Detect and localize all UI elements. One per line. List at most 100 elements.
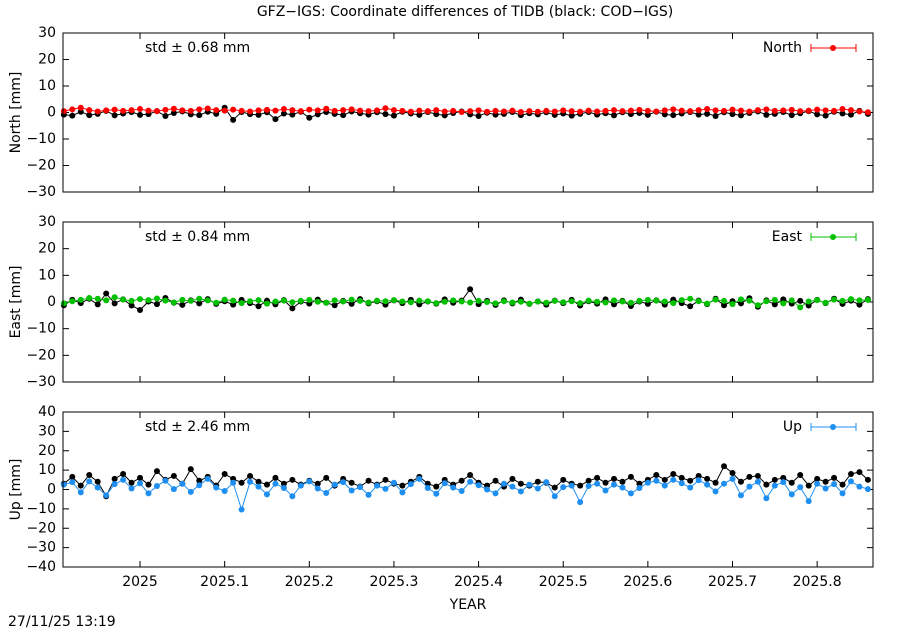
data-point [627, 107, 634, 114]
data-point [492, 490, 499, 497]
data-point [153, 108, 160, 115]
data-point [602, 107, 609, 114]
data-point [695, 472, 702, 479]
data-point [458, 477, 465, 484]
data-point [754, 472, 761, 479]
data-point [797, 484, 804, 491]
data-point [771, 476, 778, 483]
data-point [289, 476, 296, 483]
data-point [60, 108, 67, 115]
data-point [847, 478, 854, 485]
data-point [737, 478, 744, 485]
data-point [534, 485, 541, 492]
data-point [687, 295, 694, 302]
data-point [340, 479, 347, 486]
timestamp: 27/11/25 13:19 [8, 614, 116, 630]
data-point [636, 480, 643, 487]
data-point [644, 479, 651, 486]
data-point [484, 299, 491, 305]
data-point [348, 296, 355, 303]
y-tick-label: 20 [38, 241, 56, 257]
data-point [847, 107, 854, 114]
legend-label: North [763, 40, 802, 56]
data-point [737, 492, 744, 499]
data-point [492, 107, 499, 114]
data-point [196, 477, 203, 484]
data-point [771, 301, 778, 308]
data-point [509, 299, 516, 306]
data-point [170, 472, 177, 479]
data-point [712, 488, 719, 495]
data-point [255, 478, 262, 485]
data-point [687, 484, 694, 491]
data-point [314, 485, 321, 492]
data-point [196, 482, 203, 489]
data-point [746, 483, 753, 490]
data-point [331, 107, 338, 114]
data-point [661, 482, 668, 489]
data-point [585, 297, 592, 304]
data-point [729, 470, 736, 477]
data-point [568, 298, 575, 305]
data-point [771, 296, 778, 303]
x-tick-label: 2025.6 [623, 574, 672, 590]
data-point [729, 301, 736, 308]
data-point [687, 303, 694, 310]
data-point [263, 106, 270, 113]
y-tick-label: 0 [47, 482, 56, 498]
data-point [111, 294, 118, 301]
data-point [221, 488, 228, 495]
annotation: std ± 0.68 mm [145, 40, 250, 56]
data-point [230, 106, 237, 113]
data-point [179, 296, 186, 303]
data-point [517, 480, 524, 487]
data-point [670, 471, 677, 477]
data-point [280, 297, 287, 304]
data-point [814, 480, 821, 487]
data-point [272, 474, 279, 481]
y-tick-label: −10 [26, 321, 56, 337]
data-point [390, 297, 397, 304]
y-tick-label: 30 [38, 214, 56, 230]
y-tick-label: 10 [38, 267, 56, 283]
data-point [695, 477, 702, 484]
data-point [187, 107, 194, 114]
data-point [77, 482, 84, 489]
y-tick-label: 10 [38, 462, 56, 478]
data-point [272, 116, 279, 123]
data-point [187, 297, 194, 304]
data-point [289, 299, 296, 306]
data-point [120, 476, 127, 483]
plot-frame [62, 32, 874, 193]
data-point [661, 476, 668, 483]
y-tick-label: −10 [26, 501, 56, 517]
data-point [856, 297, 863, 304]
data-point [450, 484, 457, 491]
data-point [111, 481, 118, 488]
data-point [847, 111, 854, 118]
data-point [255, 303, 262, 310]
data-point [382, 105, 389, 112]
data-point [433, 490, 440, 497]
data-point [627, 490, 634, 497]
data-point [137, 296, 144, 303]
data-point [247, 298, 254, 305]
data-point [204, 475, 211, 482]
data-point [170, 105, 177, 112]
data-point [187, 488, 194, 495]
data-point [289, 111, 296, 118]
x-tick-label: 2025.4 [454, 574, 503, 590]
data-point [272, 480, 279, 487]
data-point [729, 475, 736, 482]
data-point [145, 107, 152, 114]
y-axis-label: Up [mm] [8, 459, 24, 521]
data-point [831, 481, 838, 488]
data-point [365, 108, 372, 115]
data-point [111, 106, 118, 113]
data-point [484, 486, 491, 493]
data-point [670, 112, 677, 119]
legend-marker [830, 45, 836, 51]
data-point [357, 484, 364, 491]
data-point [255, 483, 262, 490]
data-point [458, 488, 465, 495]
